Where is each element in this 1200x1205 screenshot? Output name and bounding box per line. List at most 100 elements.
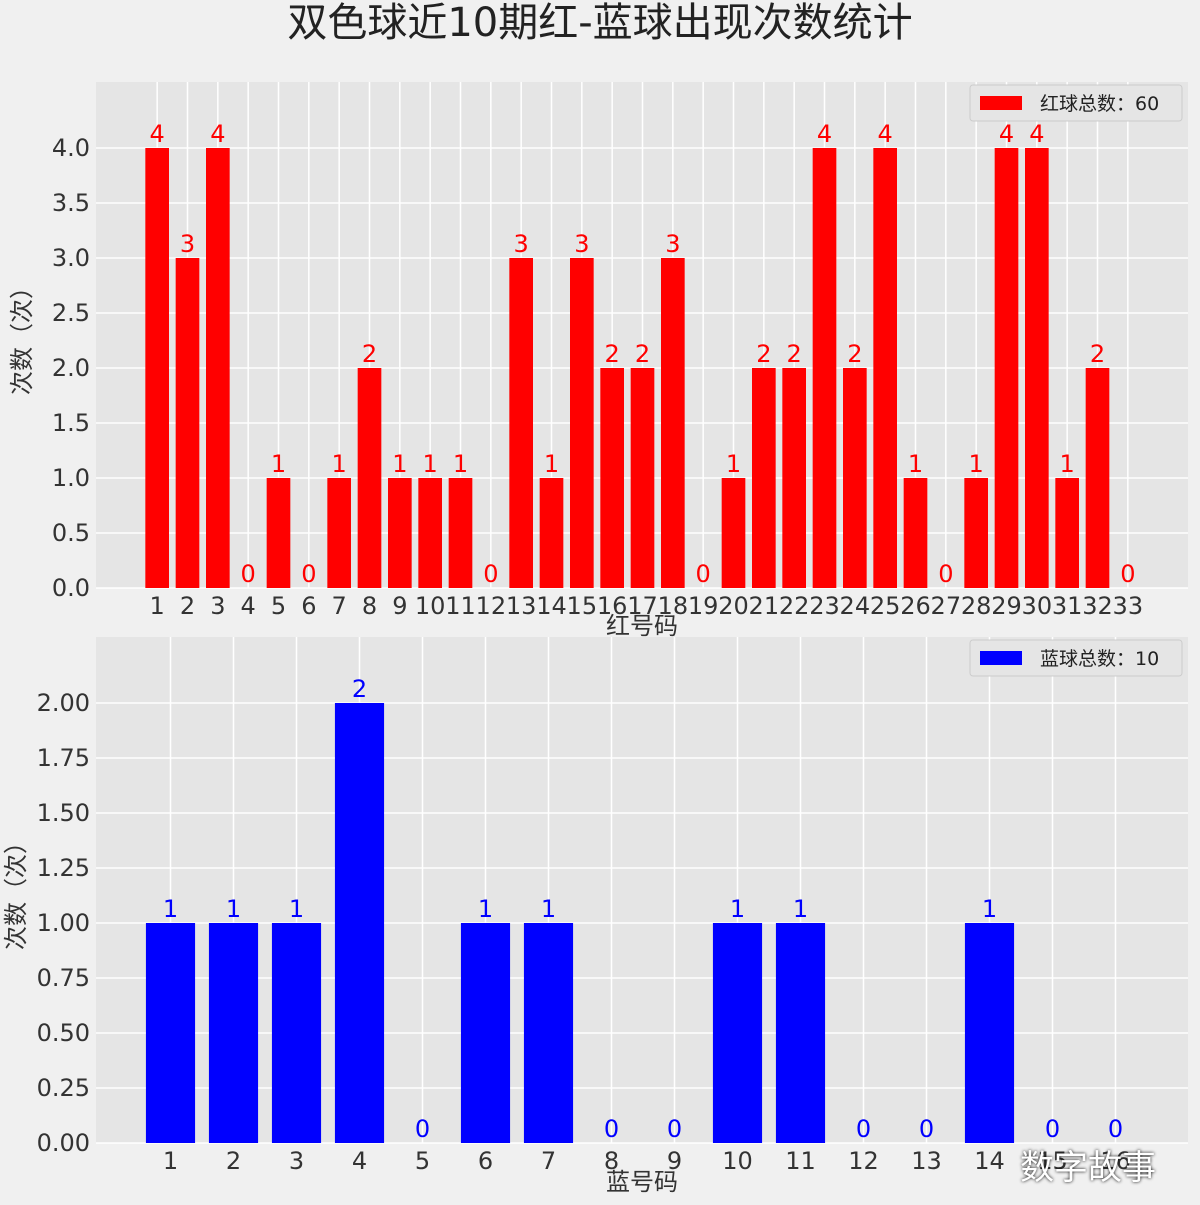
blue-y-tick-label: 2.00 — [37, 689, 90, 717]
red-x-tick-label: 22 — [779, 592, 810, 620]
red-x-tick-label: 11 — [445, 592, 476, 620]
blue-x-tick-label: 13 — [911, 1147, 942, 1175]
blue-y-tick-label: 0.75 — [37, 964, 90, 992]
blue-y-tick-label: 0.25 — [37, 1074, 90, 1102]
blue-legend-swatch — [980, 651, 1022, 665]
red-data-label: 2 — [847, 340, 862, 368]
red-x-tick-label: 3 — [210, 592, 225, 620]
blue-x-tick-label: 6 — [478, 1147, 493, 1175]
red-bar — [418, 478, 442, 588]
chart-title: 双色球近10期红-蓝球出现次数统计 — [287, 0, 913, 46]
blue-y-axis-label: 次数（次） — [2, 830, 30, 950]
red-bar — [448, 478, 473, 588]
red-bar — [661, 258, 685, 588]
blue-y-tick-label: 0.50 — [37, 1019, 90, 1047]
red-x-tick-label: 15 — [567, 592, 598, 620]
blue-bar — [964, 923, 1015, 1143]
blue-data-label: 0 — [415, 1115, 430, 1143]
red-y-tick-label: 2.0 — [52, 354, 90, 382]
red-x-tick-label: 17 — [627, 592, 658, 620]
red-data-label: 0 — [483, 560, 498, 588]
red-bar — [630, 368, 655, 588]
red-bar — [994, 148, 1019, 588]
red-data-label: 3 — [180, 230, 195, 258]
blue-data-label: 1 — [163, 895, 178, 923]
red-x-tick-label: 28 — [961, 592, 992, 620]
blue-bar — [712, 923, 763, 1143]
red-y-tick-label: 0.5 — [52, 519, 90, 547]
red-y-tick-label: 1.5 — [52, 409, 90, 437]
red-data-label: 4 — [878, 120, 893, 148]
red-bar — [812, 148, 837, 588]
red-y-tick-label: 0.0 — [52, 574, 90, 602]
watermark: 数字故事 — [1020, 1148, 1156, 1188]
red-bar — [782, 368, 806, 588]
red-x-tick-label: 4 — [241, 592, 256, 620]
red-data-label: 0 — [938, 560, 953, 588]
red-y-tick-label: 3.0 — [52, 244, 90, 272]
red-x-tick-label: 27 — [931, 592, 962, 620]
red-x-tick-label: 8 — [362, 592, 377, 620]
red-data-label: 1 — [453, 450, 468, 478]
blue-legend-box — [969, 639, 1183, 677]
red-y-tick-label: 1.0 — [52, 464, 90, 492]
red-data-label: 2 — [362, 340, 377, 368]
blue-y-tick-label: 0.00 — [37, 1129, 90, 1157]
blue-x-tick-label: 12 — [848, 1147, 879, 1175]
red-bar — [206, 148, 230, 588]
blue-data-label: 0 — [856, 1115, 871, 1143]
red-bar — [357, 368, 382, 588]
red-bar — [843, 368, 867, 588]
red-data-label: 4 — [817, 120, 832, 148]
red-x-tick-label: 26 — [900, 592, 931, 620]
red-x-tick-label: 29 — [991, 592, 1022, 620]
red-data-label: 4 — [210, 120, 225, 148]
blue-data-label: 1 — [730, 895, 745, 923]
blue-data-label: 1 — [478, 895, 493, 923]
red-x-tick-label: 19 — [688, 592, 719, 620]
blue-x-tick-label: 1 — [163, 1147, 178, 1175]
blue-x-tick-label: 8 — [604, 1147, 619, 1175]
red-x-tick-label: 33 — [1113, 592, 1144, 620]
red-data-label: 1 — [332, 450, 347, 478]
red-y-tick-label: 4.0 — [52, 134, 90, 162]
red-data-label: 2 — [756, 340, 771, 368]
blue-bar — [145, 923, 196, 1143]
blue-y-tick-label: 1.00 — [37, 909, 90, 937]
red-y-tick-label: 2.5 — [52, 299, 90, 327]
red-x-tick-label: 7 — [332, 592, 347, 620]
red-bar — [903, 478, 928, 588]
red-data-label: 4 — [1029, 120, 1044, 148]
red-bar — [600, 368, 624, 588]
red-bar — [873, 148, 897, 588]
red-data-label: 1 — [908, 450, 923, 478]
red-x-tick-label: 1 — [150, 592, 165, 620]
red-x-tick-label: 10 — [415, 592, 446, 620]
blue-data-label: 0 — [919, 1115, 934, 1143]
red-x-tick-label: 21 — [749, 592, 780, 620]
red-x-tick-label: 24 — [840, 592, 871, 620]
red-x-tick-label: 25 — [870, 592, 901, 620]
blue-data-label: 0 — [667, 1115, 682, 1143]
blue-y-tick-label: 1.50 — [37, 799, 90, 827]
red-x-tick-label: 16 — [597, 592, 628, 620]
red-data-label: 2 — [787, 340, 802, 368]
red-bar — [509, 258, 533, 588]
blue-x-tick-label: 2 — [226, 1147, 241, 1175]
red-data-label: 1 — [969, 450, 984, 478]
blue-x-tick-label: 11 — [785, 1147, 816, 1175]
red-x-tick-label: 12 — [476, 592, 507, 620]
blue-data-label: 1 — [793, 895, 808, 923]
blue-x-tick-label: 14 — [974, 1147, 1005, 1175]
red-data-label: 0 — [241, 560, 256, 588]
red-bar — [1055, 478, 1079, 588]
red-data-label: 4 — [150, 120, 165, 148]
red-x-tick-label: 23 — [809, 592, 840, 620]
red-data-label: 0 — [301, 560, 316, 588]
red-bar — [570, 258, 594, 588]
blue-x-tick-label: 9 — [667, 1147, 682, 1175]
red-legend-swatch — [980, 96, 1022, 110]
blue-x-tick-label: 16 — [1100, 1147, 1131, 1175]
red-data-label: 1 — [1060, 450, 1075, 478]
